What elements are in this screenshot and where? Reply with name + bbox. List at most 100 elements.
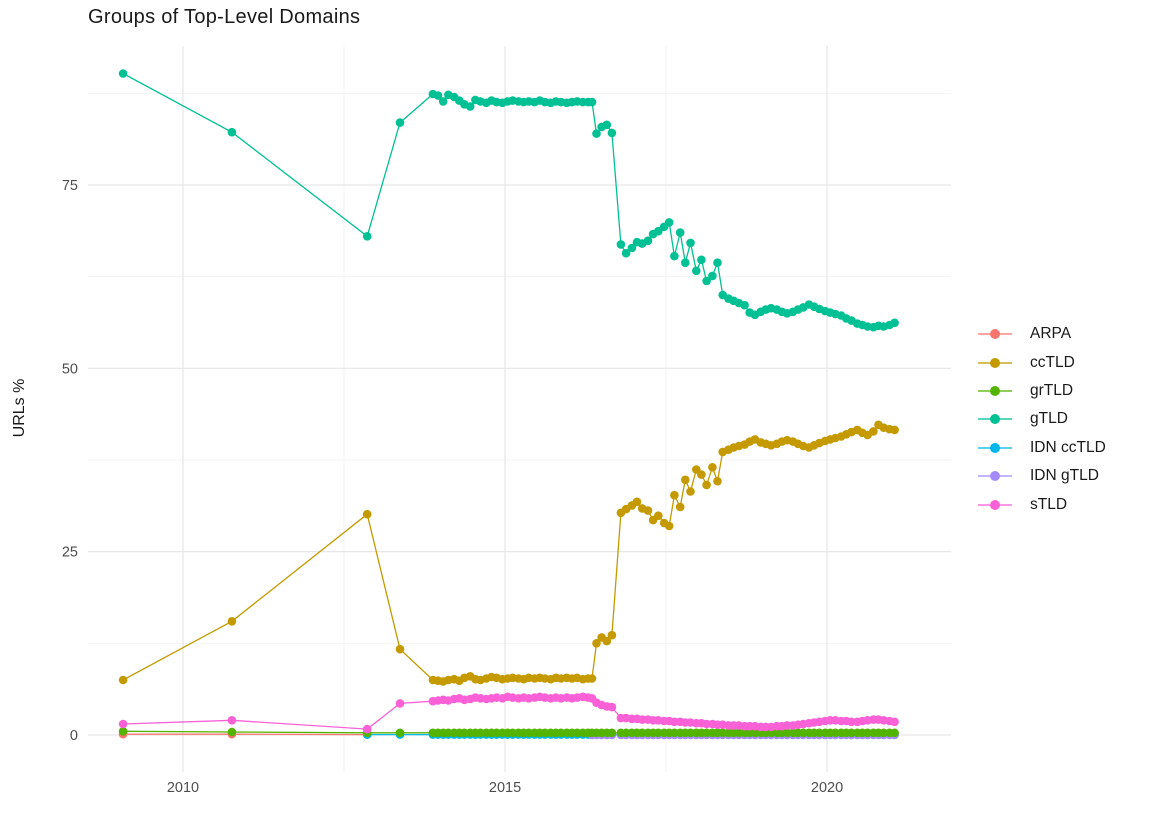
data-point-cctld (592, 639, 601, 648)
data-point-gtld (602, 120, 612, 130)
legend-key-icon (978, 385, 1012, 397)
data-point-grtld (118, 727, 128, 736)
legend-dot-icon (990, 414, 1000, 425)
legend-item-idn-cctld: IDN ccTLD (978, 434, 1106, 462)
series-line-gtld (122, 72, 895, 328)
data-point-grtld (395, 728, 405, 738)
data-point-gtld (713, 258, 722, 268)
data-point-gtld (607, 128, 617, 138)
legend-dot-icon (990, 442, 1000, 453)
legend-dot-icon (990, 385, 1000, 396)
data-point-cctld (664, 521, 674, 531)
y-tick-label: 75 (62, 178, 78, 194)
legend-key-icon (978, 413, 1012, 425)
data-point-cctld (643, 506, 653, 515)
data-point-gtld (433, 91, 443, 100)
data-point-gtld (118, 69, 128, 78)
data-point-cctld (395, 644, 405, 654)
data-point-gtld (616, 240, 626, 249)
data-point-gtld (702, 276, 711, 286)
legend-key-icon (978, 499, 1012, 511)
data-point-cctld (697, 470, 706, 479)
y-tick-label: 25 (62, 545, 78, 561)
y-tick-label: 50 (62, 361, 78, 377)
legend-label: ccTLD (1030, 353, 1075, 371)
data-point-cctld (587, 674, 597, 683)
legend-key-icon (978, 442, 1012, 454)
data-point-stld (227, 716, 237, 725)
data-point-gtld (627, 243, 637, 253)
data-point-cctld (602, 636, 612, 646)
legend-dot-icon (990, 329, 1000, 340)
data-point-cctld (227, 617, 237, 626)
data-point-gtld (621, 248, 631, 258)
x-tick-label: 2020 (811, 780, 843, 796)
legend-dot-icon (990, 499, 1000, 510)
legend-item-idn-gtld: IDN gTLD (978, 462, 1106, 490)
data-point-gtld (227, 127, 237, 137)
data-point-cctld (713, 476, 722, 486)
data-point-cctld (670, 490, 679, 500)
data-point-cctld (686, 487, 695, 496)
data-point-gtld (692, 266, 701, 276)
data-point-gtld (670, 251, 679, 261)
data-point-gtld (395, 118, 405, 127)
data-point-gtld (592, 129, 601, 138)
legend-dot-icon (990, 471, 1000, 482)
data-point-cctld (708, 463, 717, 472)
legend-label: grTLD (1030, 381, 1074, 399)
data-point-gtld (438, 97, 448, 106)
data-point-stld (362, 724, 372, 734)
data-point-cctld (890, 425, 899, 435)
chart-title: Groups of Top-Level Domains (88, 6, 361, 28)
legend-label: sTLD (1030, 495, 1068, 513)
data-point-cctld (675, 502, 685, 512)
data-point-stld (607, 702, 617, 712)
data-point-gtld (740, 300, 749, 310)
legend-item-gtld: gTLD (978, 405, 1106, 433)
data-point-stld (118, 719, 128, 729)
legend-key-icon (978, 328, 1012, 340)
data-point-gtld (643, 236, 653, 245)
data-point-gtld (708, 271, 717, 281)
data-point-gtld (465, 102, 475, 111)
legend-key-icon (978, 470, 1012, 482)
data-point-gtld (890, 318, 899, 328)
data-point-gtld (686, 238, 695, 248)
data-point-cctld (632, 497, 642, 507)
data-point-cctld (654, 511, 663, 520)
data-point-gtld (587, 97, 597, 107)
data-point-cctld (607, 630, 617, 640)
data-point-cctld (362, 509, 372, 519)
data-point-cctld (118, 675, 128, 685)
legend-key-icon (978, 357, 1012, 369)
legend-item-cctld: ccTLD (978, 348, 1106, 376)
data-point-grtld (607, 728, 617, 738)
legend-label: IDN ccTLD (1030, 438, 1106, 456)
data-point-stld (890, 717, 899, 727)
data-point-gtld (675, 228, 685, 237)
data-point-cctld (702, 480, 711, 490)
legend: ARPA ccTLD grTLD gTLD IDN ccTLD IDN gTLD sTLD (978, 320, 1106, 519)
legend-label: IDN gTLD (1030, 467, 1099, 485)
legend-item-grtld: grTLD (978, 377, 1106, 405)
x-tick-label: 2010 (167, 780, 199, 796)
legend-item-stld: sTLD (978, 490, 1106, 518)
data-point-cctld (869, 427, 878, 436)
data-point-cctld (681, 475, 690, 485)
legend-label: gTLD (1030, 410, 1068, 428)
data-point-gtld (697, 255, 706, 265)
data-point-grtld (890, 728, 899, 738)
legend-label: ARPA (1030, 325, 1072, 343)
data-point-gtld (681, 258, 690, 268)
legend-item-arpa: ARPA (978, 320, 1106, 348)
x-tick-label: 2015 (489, 780, 521, 796)
data-point-gtld (664, 218, 674, 227)
legend-dot-icon (990, 357, 1000, 368)
data-point-gtld (362, 232, 372, 241)
y-tick-label: 0 (70, 728, 78, 744)
data-point-grtld (227, 727, 237, 737)
data-point-stld (395, 699, 405, 708)
